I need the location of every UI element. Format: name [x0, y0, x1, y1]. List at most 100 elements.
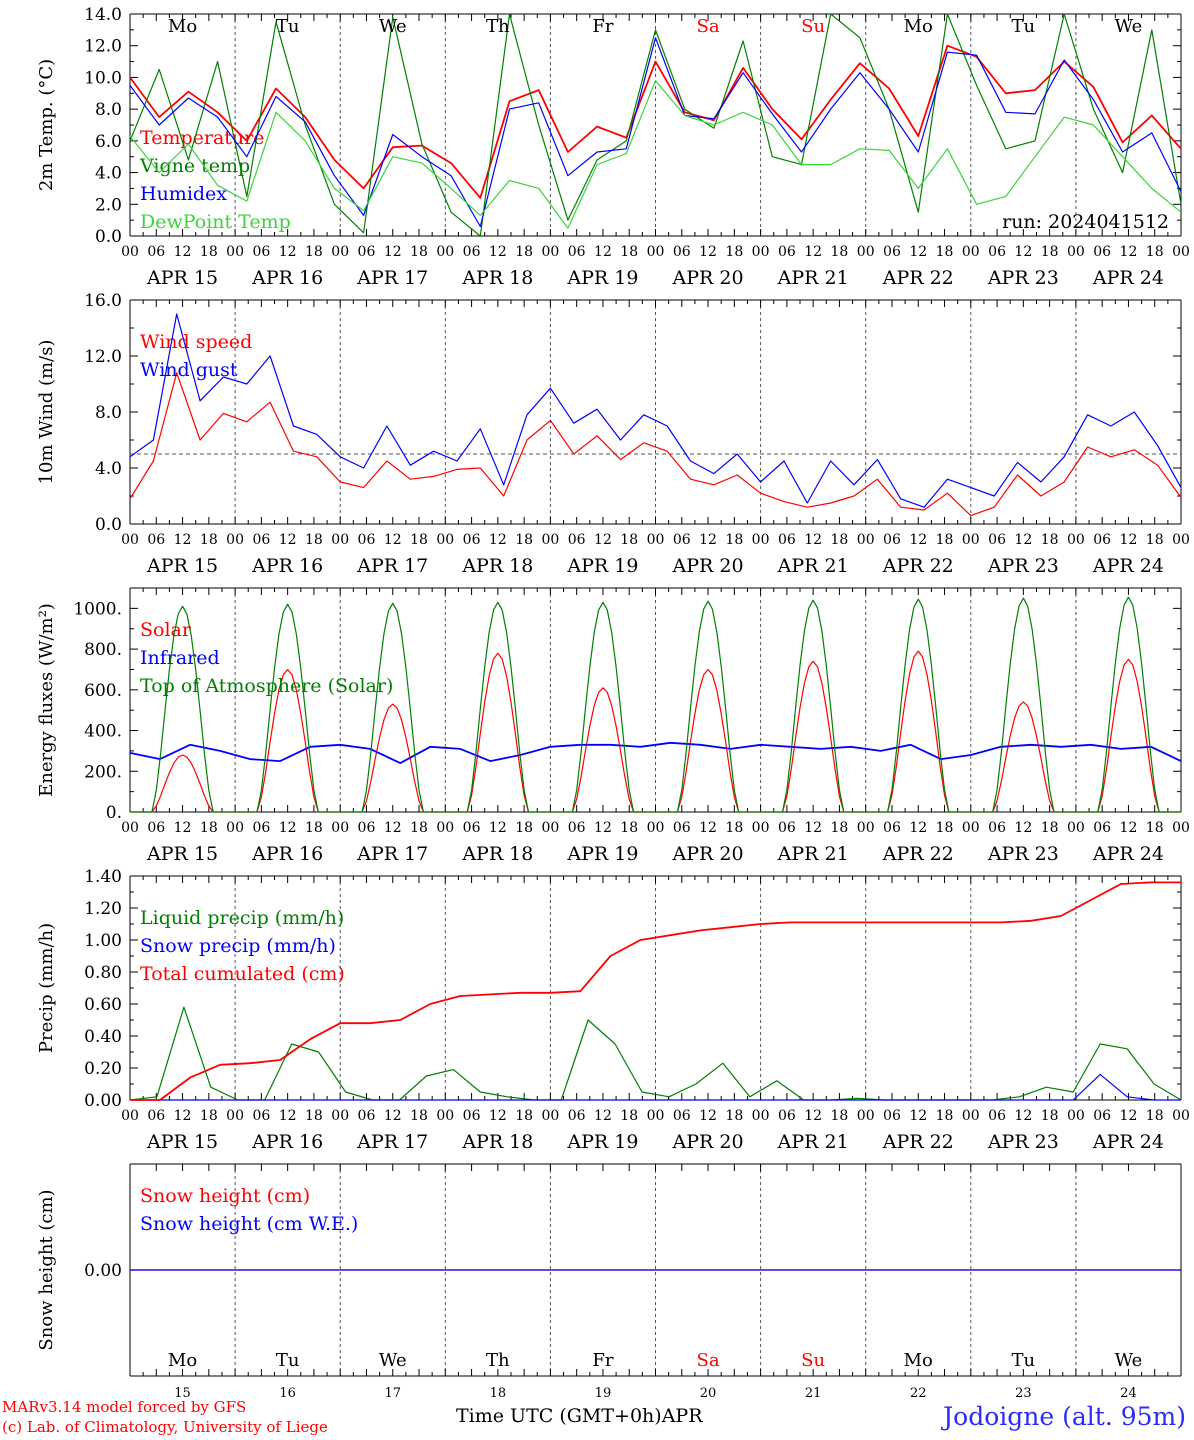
legend-entry: DewPoint Temp: [140, 211, 291, 233]
day-label: APR 16: [251, 267, 323, 289]
weekday-label: Mo: [904, 16, 933, 37]
series-line: [129, 44, 1182, 199]
y-tick-label: 0.0: [95, 227, 122, 247]
day-number-label: 24: [1120, 1386, 1137, 1401]
hour-tick-label: 18: [1041, 820, 1059, 836]
hour-tick-label: 12: [1014, 532, 1032, 548]
weekday-label: Tu: [1012, 16, 1036, 37]
hour-tick-label: 18: [620, 244, 638, 260]
hour-tick-label: 00: [226, 532, 244, 548]
y-tick-label: 0.00: [84, 1261, 122, 1281]
hour-tick-label: 06: [778, 532, 796, 548]
hour-tick-label: 00: [962, 532, 980, 548]
y-axis-label: Snow height (cm): [36, 1189, 57, 1350]
hour-tick-label: 00: [647, 820, 665, 836]
legend-entry: Snow height (cm W.E.): [140, 1213, 358, 1235]
series-line: [130, 596, 1181, 813]
y-tick-label: 10.0: [84, 68, 122, 88]
legend-entry: Solar: [140, 619, 192, 641]
y-tick-label: 0.40: [84, 1027, 122, 1047]
hour-tick-label: 12: [384, 1108, 402, 1124]
hour-tick-label: 18: [410, 244, 428, 260]
hour-tick-label: 18: [200, 820, 218, 836]
series-line: [129, 80, 1182, 229]
hour-tick-label: 00: [647, 1108, 665, 1124]
series-line: [129, 372, 1182, 517]
day-number-label: 18: [490, 1386, 507, 1401]
hour-tick-label: 18: [515, 820, 533, 836]
hour-tick-label: 12: [384, 820, 402, 836]
hour-tick-label: 18: [620, 532, 638, 548]
legend-entry: Wind speed: [140, 331, 252, 353]
weekday-label: Tu: [1012, 1350, 1036, 1371]
y-tick-label: 0.80: [84, 963, 122, 983]
hour-tick-label: 00: [541, 1108, 559, 1124]
legend-entry: Infrared: [140, 647, 220, 669]
hour-tick-label: 18: [831, 1108, 849, 1124]
hour-tick-label: 00: [752, 1108, 770, 1124]
hour-tick-label: 06: [1093, 532, 1111, 548]
hour-tick-label: 12: [384, 532, 402, 548]
hour-tick-label: 06: [1093, 1108, 1111, 1124]
hour-tick-label: 00: [436, 532, 454, 548]
x-axis-month: APR: [661, 1405, 703, 1427]
hour-tick-label: 00: [962, 244, 980, 260]
day-label: APR 21: [777, 1131, 849, 1153]
series-line: [130, 1073, 1181, 1101]
hour-tick-label: 18: [200, 532, 218, 548]
legend-entry: Snow precip (mm/h): [140, 935, 336, 957]
hour-tick-label: 00: [121, 532, 139, 548]
hour-tick-label: 06: [778, 820, 796, 836]
hour-tick-label: 06: [568, 820, 586, 836]
hour-tick-label: 06: [463, 244, 481, 260]
hour-tick-label: 00: [331, 820, 349, 836]
hour-tick-label: 12: [804, 820, 822, 836]
model-credit: MARv3.14 model forced by GFS: [2, 1398, 247, 1416]
y-tick-label: 2.0: [95, 195, 122, 215]
hour-tick-label: 00: [857, 244, 875, 260]
hour-tick-label: 12: [594, 532, 612, 548]
hour-tick-label: 18: [515, 244, 533, 260]
hour-tick-label: 18: [831, 244, 849, 260]
y-tick-label: 4.0: [95, 459, 122, 479]
weekday-label: Th: [486, 16, 510, 37]
hour-tick-label: 00: [857, 532, 875, 548]
hour-tick-label: 00: [541, 532, 559, 548]
hour-tick-label: 06: [673, 1108, 691, 1124]
legend-entry: Temperature: [140, 127, 264, 149]
hour-tick-label: 00: [1172, 1108, 1190, 1124]
hour-tick-label: 18: [200, 1108, 218, 1124]
weekday-label: Su: [801, 16, 825, 37]
hour-tick-label: 06: [358, 244, 376, 260]
hour-tick-label: 12: [384, 244, 402, 260]
y-axis-label: Precip (mm/h): [36, 923, 57, 1053]
hour-tick-label: 00: [752, 244, 770, 260]
hour-tick-label: 12: [804, 1108, 822, 1124]
hour-tick-label: 00: [226, 244, 244, 260]
hour-tick-label: 00: [121, 244, 139, 260]
run-annotation: run: 2024041512: [1002, 211, 1169, 233]
y-axis-label: 2m Temp. (°C): [36, 59, 57, 191]
day-label: APR 22: [882, 843, 954, 865]
day-label: APR 19: [566, 1131, 638, 1153]
hour-tick-label: 06: [1093, 820, 1111, 836]
day-label: APR 24: [1092, 555, 1164, 577]
hour-tick-label: 06: [988, 1108, 1006, 1124]
day-label: APR 21: [777, 267, 849, 289]
hour-tick-label: 00: [1067, 820, 1085, 836]
hour-tick-label: 06: [883, 244, 901, 260]
hour-tick-label: 18: [515, 532, 533, 548]
hour-tick-label: 00: [436, 1108, 454, 1124]
day-label: APR 17: [356, 555, 428, 577]
weekday-label: Su: [801, 1350, 825, 1371]
hour-tick-label: 18: [620, 1108, 638, 1124]
hour-tick-label: 06: [147, 244, 165, 260]
hour-tick-label: 18: [410, 532, 428, 548]
hour-tick-label: 12: [909, 244, 927, 260]
day-number-label: 23: [1015, 1386, 1032, 1401]
hour-tick-label: 12: [594, 244, 612, 260]
weekday-label: We: [379, 1350, 407, 1371]
day-label: APR 16: [251, 1131, 323, 1153]
hour-tick-label: 00: [1067, 244, 1085, 260]
hour-tick-label: 12: [699, 244, 717, 260]
